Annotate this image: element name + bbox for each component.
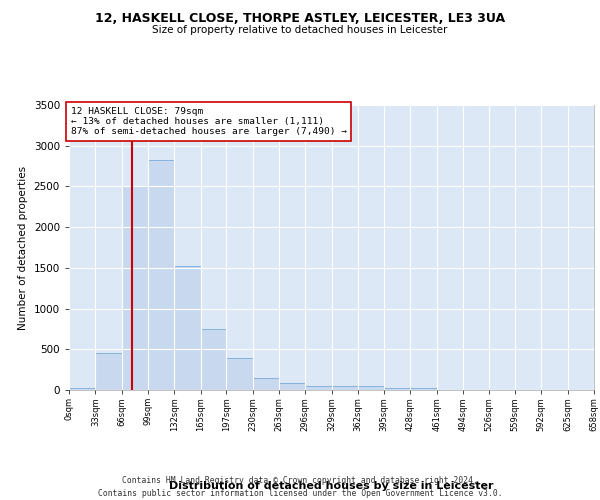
Bar [305, 386, 331, 390]
Bar [200, 329, 226, 390]
Bar [384, 388, 410, 390]
X-axis label: Distribution of detached houses by size in Leicester: Distribution of detached houses by size … [169, 481, 494, 491]
Text: 12, HASKELL CLOSE, THORPE ASTLEY, LEICESTER, LE3 3UA: 12, HASKELL CLOSE, THORPE ASTLEY, LEICES… [95, 12, 505, 26]
Text: Size of property relative to detached houses in Leicester: Size of property relative to detached ho… [152, 25, 448, 35]
Bar [95, 352, 122, 390]
Bar [331, 386, 358, 390]
Bar [410, 388, 437, 390]
Bar [358, 386, 384, 390]
Bar [148, 160, 175, 390]
Bar [175, 266, 200, 390]
Bar [253, 378, 279, 390]
Text: 12 HASKELL CLOSE: 79sqm
← 13% of detached houses are smaller (1,111)
87% of semi: 12 HASKELL CLOSE: 79sqm ← 13% of detache… [71, 106, 347, 136]
Bar [226, 358, 253, 390]
Bar [69, 388, 95, 390]
Bar [122, 186, 148, 390]
Text: Contains HM Land Registry data © Crown copyright and database right 2024.
Contai: Contains HM Land Registry data © Crown c… [98, 476, 502, 498]
Y-axis label: Number of detached properties: Number of detached properties [18, 166, 28, 330]
Bar [279, 384, 305, 390]
